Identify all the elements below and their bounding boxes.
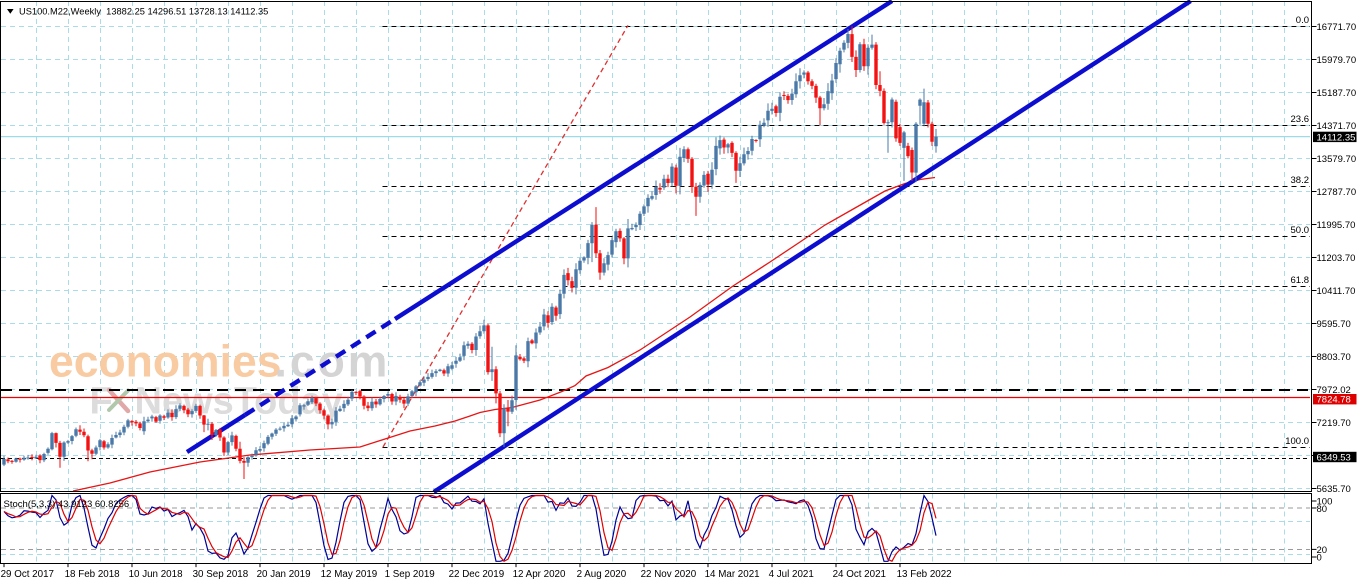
svg-text:8803.70: 8803.70 [1317,352,1351,363]
svg-text:10 Jun 2018: 10 Jun 2018 [129,569,183,580]
svg-text:0.0: 0.0 [1296,15,1309,26]
svg-text:100.0: 100.0 [1285,436,1309,447]
svg-text:2 Aug 2020: 2 Aug 2020 [577,569,627,580]
svg-text:1 Sep 2019: 1 Sep 2019 [385,569,435,580]
svg-text:14371.70: 14371.70 [1317,121,1357,132]
svg-text:7219.70: 7219.70 [1317,418,1351,429]
svg-text:20: 20 [1317,545,1328,556]
svg-text:.com: .com [275,338,391,387]
svg-text:24 Oct 2021: 24 Oct 2021 [833,569,886,580]
svg-text:14112.35: 14112.35 [1317,132,1356,143]
svg-text:13 Feb 2022: 13 Feb 2022 [897,569,952,580]
svg-text:US100.M22,Weekly 13882.25 142: US100.M22,Weekly 13882.25 14296.51 13728… [19,7,268,17]
svg-text:15187.70: 15187.70 [1317,88,1357,99]
svg-text:80: 80 [1317,504,1328,515]
svg-text:50.0: 50.0 [1291,225,1310,236]
svg-text:Stoch(5,3,3) 43.9123 60.8256: Stoch(5,3,3) 43.9123 60.8256 [4,499,130,510]
svg-text:22 Dec 2019: 22 Dec 2019 [449,569,505,580]
svg-text:13579.70: 13579.70 [1317,154,1357,165]
svg-text:12 Apr 2020: 12 Apr 2020 [513,569,566,580]
svg-text:5635.70: 5635.70 [1317,484,1351,495]
svg-text:10411.70: 10411.70 [1317,286,1356,297]
svg-text:economies: economies [49,338,281,387]
svg-text:16771.70: 16771.70 [1317,22,1357,33]
svg-text:9595.70: 9595.70 [1317,319,1351,330]
svg-text:18 Feb 2018: 18 Feb 2018 [65,569,121,580]
svg-text:12787.70: 12787.70 [1317,187,1357,198]
svg-text:6349.53: 6349.53 [1317,452,1351,463]
svg-text:7972.02: 7972.02 [1317,385,1351,396]
svg-text:30 Sep 2018: 30 Sep 2018 [193,569,249,580]
svg-text:22 Nov 2020: 22 Nov 2020 [641,569,697,580]
svg-text:11203.70: 11203.70 [1317,253,1356,264]
svg-text:100: 100 [1317,496,1333,507]
svg-text:20 Jan 2019: 20 Jan 2019 [257,569,311,580]
svg-text:23.6: 23.6 [1291,114,1310,125]
svg-text:12 May 2019: 12 May 2019 [321,569,378,580]
svg-text:4 Jul 2021: 4 Jul 2021 [769,569,814,580]
svg-text:29 Oct 2017: 29 Oct 2017 [1,569,54,580]
svg-text:14 Mar 2021: 14 Mar 2021 [705,569,760,580]
svg-text:0: 0 [1317,552,1322,563]
svg-text:7824.78: 7824.78 [1317,395,1351,406]
svg-text:F: F [90,381,113,423]
svg-text:61.8: 61.8 [1291,275,1310,286]
svg-text:11995.70: 11995.70 [1317,220,1356,231]
svg-text:38.2: 38.2 [1291,175,1310,186]
svg-text:15979.70: 15979.70 [1317,55,1357,66]
